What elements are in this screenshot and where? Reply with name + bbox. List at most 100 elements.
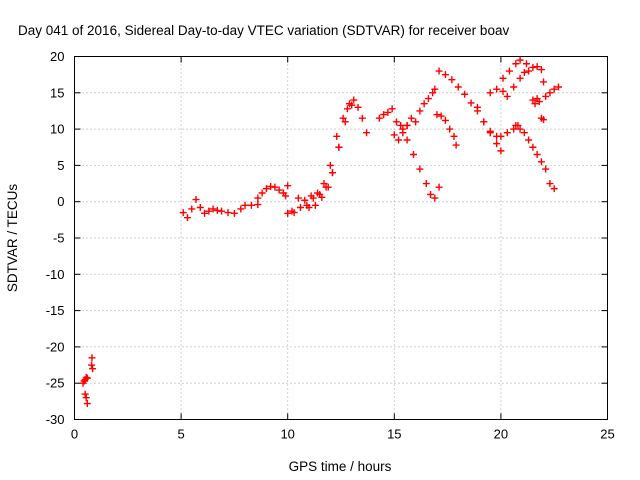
data-point	[318, 193, 326, 201]
data-point	[363, 129, 371, 137]
data-point	[324, 183, 332, 191]
y-axis-label: SDTVAR / TECUs	[5, 184, 20, 293]
data-points	[79, 56, 562, 408]
data-point	[461, 90, 469, 98]
data-point	[409, 151, 417, 159]
axis-ticks: -30 -25 -20 -15 -10 -5 0 5 10 15 20 0 5 10 15 20 25	[46, 49, 615, 442]
data-point	[473, 103, 481, 111]
series-rise-2	[294, 101, 356, 204]
data-point	[188, 205, 196, 213]
data-point	[224, 209, 232, 217]
data-point	[284, 182, 292, 190]
data-point	[262, 185, 270, 193]
data-point	[503, 129, 511, 137]
data-point	[520, 68, 528, 76]
data-point	[407, 114, 415, 122]
data-point	[82, 373, 90, 381]
data-point	[247, 201, 255, 209]
data-point	[493, 140, 501, 148]
data-point	[512, 60, 520, 68]
data-point	[529, 96, 537, 104]
y-tick-label: 10	[50, 122, 64, 137]
data-point	[412, 118, 420, 126]
data-point	[339, 114, 347, 122]
data-point	[333, 132, 341, 140]
data-point	[480, 118, 488, 126]
data-point	[307, 192, 315, 200]
data-point	[431, 85, 439, 93]
x-tick-label: 10	[280, 427, 294, 442]
data-point	[529, 143, 537, 151]
data-point	[542, 92, 550, 100]
series-early-cluster	[79, 354, 97, 408]
data-point	[516, 74, 524, 82]
data-point	[192, 196, 200, 204]
data-point	[505, 67, 513, 75]
y-tick-label: 5	[57, 158, 64, 173]
data-point	[516, 56, 524, 64]
data-point	[535, 98, 543, 106]
data-point	[403, 121, 411, 129]
y-tick-label: -5	[53, 231, 65, 246]
data-point	[375, 114, 383, 122]
data-point	[320, 180, 328, 188]
data-point	[531, 100, 539, 108]
data-point	[497, 147, 505, 155]
data-point	[433, 111, 441, 119]
data-point	[218, 207, 226, 215]
data-point	[179, 209, 187, 217]
data-point	[354, 103, 362, 111]
data-point	[450, 132, 458, 140]
x-axis-label: GPS time / hours	[289, 459, 392, 474]
data-point	[529, 63, 537, 71]
data-point	[416, 107, 424, 115]
data-point	[540, 116, 548, 124]
data-point	[183, 214, 191, 222]
data-point	[537, 158, 545, 166]
data-point	[81, 390, 89, 398]
x-tick-label: 0	[71, 427, 78, 442]
data-point	[282, 192, 290, 200]
series-descent-c	[473, 103, 505, 155]
data-point	[296, 204, 304, 212]
data-point	[314, 189, 322, 197]
data-point	[82, 394, 90, 402]
data-point	[446, 125, 454, 133]
data-point	[294, 194, 302, 202]
series-late-drop	[512, 121, 558, 193]
data-point	[358, 114, 366, 122]
data-point	[533, 151, 541, 159]
data-point	[301, 196, 309, 204]
data-point	[546, 180, 554, 188]
data-point	[420, 100, 428, 108]
y-tick-label: 15	[50, 85, 64, 100]
data-point	[497, 132, 505, 140]
data-point	[554, 83, 562, 91]
data-point	[435, 67, 443, 75]
series-rise-1	[284, 96, 371, 217]
plot-frame	[74, 56, 608, 420]
data-point	[520, 129, 528, 137]
data-point	[201, 209, 209, 217]
data-point	[522, 60, 530, 68]
data-point	[537, 66, 545, 74]
data-point	[546, 89, 554, 97]
data-point	[429, 89, 437, 97]
x-tick-label: 25	[600, 427, 614, 442]
data-point	[209, 205, 217, 213]
y-tick-label: -25	[46, 376, 65, 391]
data-point	[196, 204, 204, 212]
data-point	[427, 190, 435, 198]
data-point	[305, 204, 313, 212]
grid	[74, 56, 608, 420]
data-point	[540, 78, 548, 86]
y-tick-label: 0	[57, 194, 64, 209]
data-point	[416, 165, 424, 173]
series-arc-morning	[179, 196, 262, 222]
y-tick-label: -20	[46, 339, 65, 354]
x-tick-label: 5	[177, 427, 184, 442]
data-point	[431, 194, 439, 202]
series-descent-b	[390, 121, 411, 144]
data-point	[422, 180, 430, 188]
y-tick-label: -15	[46, 303, 65, 318]
